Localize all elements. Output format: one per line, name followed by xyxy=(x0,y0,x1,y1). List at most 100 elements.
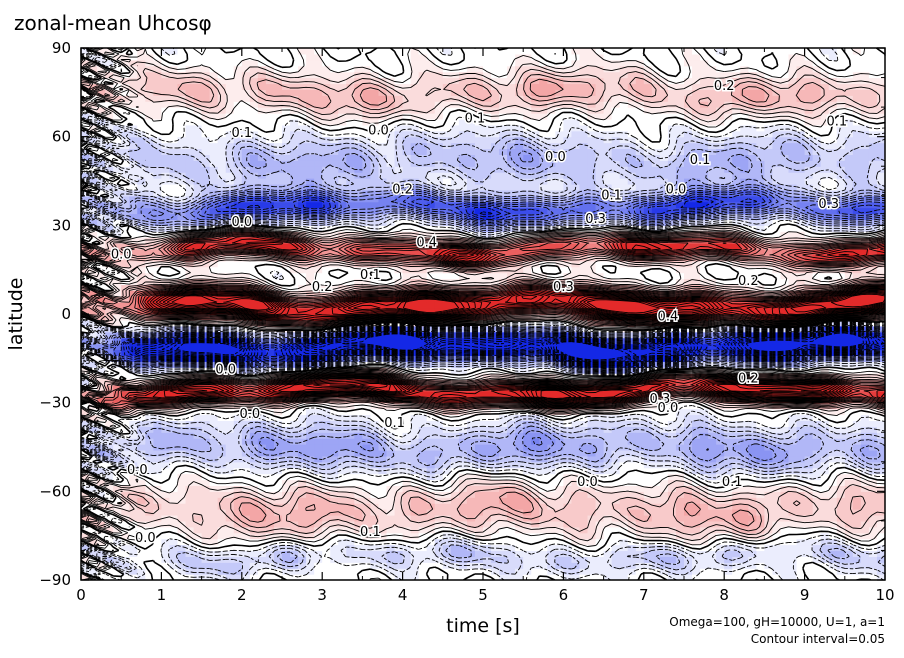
field-cell xyxy=(217,160,227,167)
field-cell xyxy=(298,349,307,356)
field-cell xyxy=(129,390,138,398)
field-cell xyxy=(105,237,114,244)
field-cell xyxy=(233,503,243,510)
field-cell xyxy=(185,544,195,552)
field-cell xyxy=(306,568,315,575)
field-cell xyxy=(273,83,283,90)
field-cell xyxy=(201,562,211,569)
field-cell xyxy=(338,201,347,209)
field-cell xyxy=(273,408,283,416)
field-cell xyxy=(121,213,130,221)
field-cell xyxy=(97,272,106,280)
field-cell xyxy=(137,308,146,315)
field-cell xyxy=(137,438,146,445)
field-cell xyxy=(273,48,283,55)
field-cell xyxy=(209,444,219,451)
field-cell xyxy=(241,532,251,540)
field-cell xyxy=(354,118,363,126)
field-cell xyxy=(298,154,307,161)
field-cell xyxy=(290,449,299,457)
field-cell xyxy=(97,118,106,126)
field-cell xyxy=(290,59,299,67)
field-cell xyxy=(290,367,299,374)
field-cell xyxy=(105,314,114,321)
field-cell xyxy=(169,178,179,185)
field-cell xyxy=(121,550,130,557)
field-cell xyxy=(306,449,315,457)
field-cell xyxy=(257,113,267,120)
field-cell xyxy=(129,367,138,374)
field-cell xyxy=(450,124,460,132)
field-cell xyxy=(121,130,130,138)
field-cell xyxy=(97,207,106,215)
field-cell xyxy=(273,449,283,457)
field-cell xyxy=(370,337,380,345)
field-cell xyxy=(217,71,227,79)
field-cell xyxy=(177,272,187,280)
field-cell xyxy=(378,491,388,498)
field-cell xyxy=(145,455,154,463)
field-cell xyxy=(129,71,138,79)
field-cell xyxy=(177,325,187,333)
field-cell xyxy=(330,426,339,433)
field-cell xyxy=(177,130,187,138)
field-cell xyxy=(418,455,428,463)
field-cell xyxy=(105,331,114,339)
field-cell xyxy=(121,562,130,569)
field-cell xyxy=(418,154,428,161)
field-cell xyxy=(306,479,315,487)
field-cell xyxy=(217,53,227,61)
field-cell xyxy=(410,556,420,563)
field-cell xyxy=(474,479,484,487)
field-cell xyxy=(265,266,275,274)
field-cell xyxy=(217,473,227,481)
field-cell xyxy=(265,225,275,232)
field-cell xyxy=(314,509,323,516)
field-cell xyxy=(153,509,162,516)
field-cell xyxy=(474,89,484,96)
field-cell xyxy=(145,130,154,138)
field-cell xyxy=(105,178,114,185)
field-cell xyxy=(257,130,267,138)
field-cell xyxy=(249,432,259,439)
field-cell xyxy=(257,479,267,487)
field-cell xyxy=(89,485,98,492)
field-cell xyxy=(290,526,299,534)
field-cell xyxy=(282,361,291,368)
field-cell xyxy=(257,556,267,563)
field-cell xyxy=(257,509,267,516)
field-cell xyxy=(322,544,331,552)
field-cell xyxy=(113,231,122,238)
field-cell xyxy=(298,59,307,67)
field-cell xyxy=(185,113,195,120)
field-cell xyxy=(145,148,154,155)
field-cell xyxy=(241,195,251,203)
field-cell xyxy=(394,485,404,492)
field-cell xyxy=(483,503,492,510)
field-cell xyxy=(282,65,291,73)
field-cell xyxy=(177,302,187,309)
field-cell xyxy=(145,361,154,368)
field-cell xyxy=(306,195,315,203)
field-cell xyxy=(330,113,339,120)
field-cell xyxy=(153,83,162,90)
field-cell xyxy=(507,426,516,433)
field-cell xyxy=(306,562,315,569)
field-cell xyxy=(209,562,219,569)
field-cell xyxy=(330,308,339,315)
field-cell xyxy=(81,367,90,374)
field-cell xyxy=(105,444,114,451)
field-cell xyxy=(298,467,307,475)
field-cell xyxy=(306,420,315,427)
field-cell xyxy=(290,568,299,575)
field-cell xyxy=(474,53,484,61)
field-cell xyxy=(298,148,307,155)
field-cell xyxy=(177,278,187,286)
field-cell xyxy=(306,89,315,96)
field-cell xyxy=(105,278,114,286)
field-cell xyxy=(233,526,243,534)
field-cell xyxy=(265,83,275,90)
field-cell xyxy=(290,514,299,522)
field-cell xyxy=(306,550,315,557)
field-cell xyxy=(185,201,195,209)
